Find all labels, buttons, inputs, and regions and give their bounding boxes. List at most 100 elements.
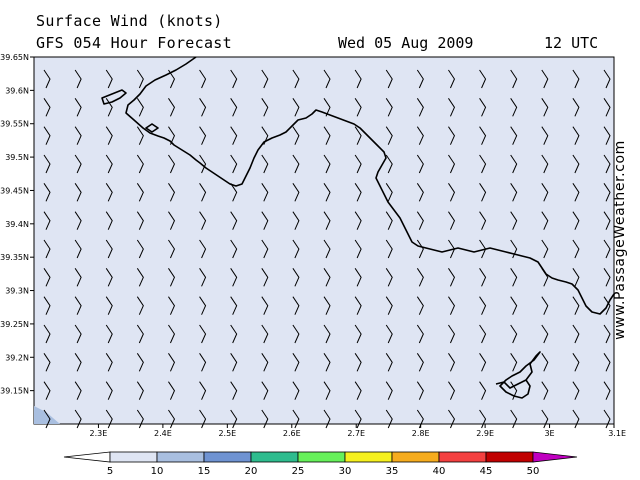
scale-tick-label: 30	[339, 466, 352, 477]
lon-tick-label: 2.5E	[218, 429, 236, 438]
wind-barb	[74, 239, 82, 259]
wind-barb	[572, 183, 580, 202]
mallorca-coastline	[125, 56, 615, 315]
wind-barb	[105, 98, 113, 117]
wind-barb	[261, 296, 269, 315]
wind-barb	[416, 239, 424, 259]
wind-barb	[603, 98, 611, 117]
wind-barb	[199, 409, 207, 429]
wind-barb	[230, 296, 238, 315]
wind-barb	[354, 324, 362, 344]
coastline	[101, 56, 615, 399]
wind-barb	[541, 183, 549, 202]
wind-barb	[416, 268, 424, 287]
wind-barb	[354, 69, 362, 89]
wind-barb	[572, 154, 580, 174]
wind-barb	[416, 69, 424, 89]
wind-barb	[74, 268, 82, 287]
wind-barb	[448, 409, 456, 429]
wind-barb	[479, 154, 487, 174]
wind-barb	[230, 69, 238, 89]
wind-barb	[510, 239, 518, 259]
wind-barb	[230, 324, 238, 344]
wind-barb	[43, 239, 51, 259]
wind-barb	[510, 268, 518, 287]
wind-barb	[199, 353, 207, 372]
wind-barb	[603, 69, 611, 89]
wind-barb	[136, 69, 144, 89]
wind-barb	[354, 296, 362, 315]
wind-barb	[261, 409, 269, 429]
wind-barb	[136, 98, 144, 117]
wind-barb	[74, 211, 82, 230]
wind-barb	[448, 98, 456, 117]
wind-barb	[261, 324, 269, 344]
wind-barb	[168, 98, 176, 117]
wind-barb	[168, 296, 176, 315]
wind-barb	[261, 211, 269, 230]
wind-barb	[323, 268, 331, 287]
lat-tick-label: 39.2N	[5, 353, 29, 362]
wind-barb	[105, 324, 113, 344]
wind-barb	[292, 183, 300, 202]
lon-tick-label: 3E	[544, 429, 554, 438]
wind-barb	[199, 296, 207, 315]
wind-barb	[572, 211, 580, 230]
wind-barb	[603, 409, 611, 429]
wind-barb	[199, 381, 207, 400]
lon-tick-label: 2.3E	[90, 429, 108, 438]
wind-barb	[292, 409, 300, 429]
wind-barbs-layer	[43, 69, 611, 429]
wind-barb	[354, 183, 362, 202]
wind-barb	[416, 353, 424, 372]
wind-barb	[510, 296, 518, 315]
wind-barb	[541, 381, 549, 400]
wind-barb	[510, 409, 518, 429]
wind-barb	[510, 324, 518, 344]
wind-barb	[199, 268, 207, 287]
wind-color-scale: 5 10 15 20 25 30 35 40 45 50	[63, 451, 578, 477]
wind-barb	[385, 239, 393, 259]
wind-barb	[323, 183, 331, 202]
wind-barb	[292, 324, 300, 344]
wind-barb	[230, 353, 238, 372]
wind-barb	[292, 381, 300, 400]
wind-barb	[105, 409, 113, 429]
wind-barb	[230, 268, 238, 287]
wind-barb	[136, 381, 144, 400]
wind-barb	[105, 353, 113, 372]
wind-barb	[416, 154, 424, 174]
lon-tick-label: 3.1E	[608, 429, 626, 438]
forecast-time: 12 UTC	[544, 34, 599, 52]
wind-barb	[323, 324, 331, 344]
wind-barb	[168, 239, 176, 259]
forecast-subtitle: GFS 054 Hour Forecast	[36, 34, 232, 52]
wind-barb	[292, 154, 300, 174]
wind-barb	[74, 69, 82, 89]
wind-barb	[199, 69, 207, 89]
wind-barb	[323, 126, 331, 145]
latitude-ticks: 39.65N 39.6N 39.55N 39.5N 39.45N 39.4N 39.35N 3…	[0, 53, 34, 396]
wind-barb	[448, 268, 456, 287]
scale-segment	[297, 451, 346, 463]
map-title: Surface Wind (knots)	[36, 12, 223, 30]
wind-barb	[136, 211, 144, 230]
wind-barb	[603, 154, 611, 174]
wind-barb	[323, 409, 331, 429]
wind-barb	[510, 154, 518, 174]
wind-barb	[354, 211, 362, 230]
scale-segment	[485, 451, 534, 463]
wind-barb	[448, 183, 456, 202]
wind-barb	[510, 353, 518, 372]
wind-barb	[261, 239, 269, 259]
scale-arrow-high	[532, 451, 578, 463]
scale-segment	[250, 451, 299, 463]
wind-barb	[572, 126, 580, 145]
wind-barb	[416, 381, 424, 400]
lon-tick-label: 2.7E	[347, 429, 365, 438]
wind-barb	[292, 98, 300, 117]
cabrera-island	[495, 351, 541, 399]
wind-barb	[448, 296, 456, 315]
wind-barb	[105, 69, 113, 89]
wind-barb	[74, 126, 82, 145]
